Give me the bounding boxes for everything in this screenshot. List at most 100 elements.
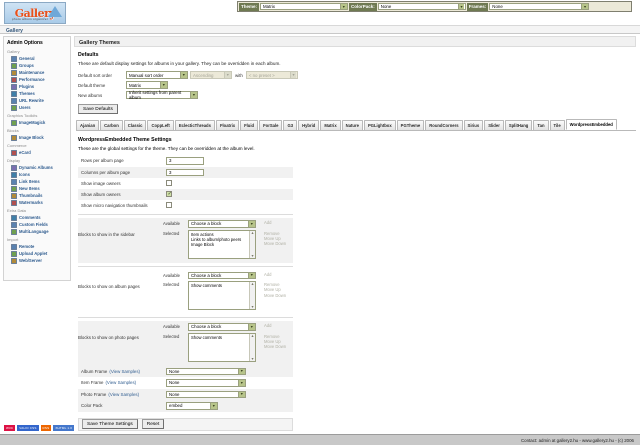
- setting-text-input[interactable]: 3: [166, 168, 204, 176]
- theme-toolbar-select[interactable]: Matrix ▼: [260, 2, 349, 11]
- default-sort-order-select[interactable]: Manual sort order ▼: [126, 71, 188, 79]
- photo-frame-select[interactable]: None ▼: [166, 390, 246, 398]
- block-action-move-up[interactable]: Move Up: [264, 287, 281, 293]
- sort-direction-select[interactable]: Ascending ▼: [190, 71, 232, 79]
- sort-preset-select[interactable]: < no preset > ▼: [245, 71, 298, 79]
- sidebar-item-imagemagick[interactable]: ImageMagick: [7, 119, 68, 126]
- available-block-select[interactable]: Choose a block ▼: [188, 323, 256, 331]
- add-block-button[interactable]: Add: [264, 323, 272, 328]
- sidebar-item-plugins[interactable]: Plugins: [7, 83, 68, 90]
- chevron-down-icon[interactable]: ▼: [190, 92, 197, 98]
- block-action-move-up[interactable]: Move Up: [264, 338, 281, 344]
- sidebar-item-comments[interactable]: Comments: [7, 214, 68, 221]
- scroll-down-icon[interactable]: ▼: [250, 253, 255, 258]
- sidebar-item-watermarks[interactable]: Watermarks: [7, 199, 68, 206]
- chevron-down-icon[interactable]: ▼: [238, 391, 245, 397]
- selected-blocks-listbox[interactable]: Show comments ▲ ▼: [188, 281, 256, 310]
- tab-matrix[interactable]: Matrix: [320, 120, 341, 130]
- save-theme-settings-button[interactable]: Save Theme Settings: [82, 419, 138, 429]
- sidebar-item-image-block[interactable]: Image Block: [7, 134, 68, 141]
- list-item[interactable]: Show comments: [191, 334, 222, 340]
- setting-checkbox[interactable]: [166, 191, 172, 197]
- tab-forsale[interactable]: ForSale: [259, 120, 283, 130]
- color-pack-select[interactable]: embed ▼: [166, 402, 218, 410]
- sidebar-item-thumbnails[interactable]: Thumbnails: [7, 192, 68, 199]
- default-theme-select[interactable]: Matrix ▼: [126, 81, 168, 89]
- block-action-move-up[interactable]: Move Up: [264, 235, 281, 241]
- scroll-up-icon[interactable]: ▲: [250, 333, 255, 338]
- chevron-down-icon[interactable]: ▼: [248, 221, 255, 227]
- chevron-down-icon[interactable]: ▼: [160, 82, 167, 88]
- sidebar-item-link-items[interactable]: Link Items: [7, 178, 68, 185]
- photo-frame-view-samples-link[interactable]: (View Samples): [108, 391, 140, 397]
- colorpack-toolbar-select[interactable]: None ▼: [377, 2, 466, 11]
- tab-eclecticthreads[interactable]: EclecticThreads: [174, 120, 215, 130]
- album-frame-select[interactable]: None ▼: [166, 367, 246, 375]
- sidebar-item-web-server[interactable]: Web/Server: [7, 257, 68, 264]
- scroll-up-icon[interactable]: ▲: [250, 230, 255, 235]
- block-action-remove[interactable]: Remove: [264, 282, 280, 287]
- sidebar-item-upload-applet[interactable]: Upload Applet: [7, 250, 68, 257]
- list-item[interactable]: Item actions: [191, 231, 214, 237]
- chevron-down-icon[interactable]: ▼: [210, 403, 217, 409]
- sidebar-item-custom-fields[interactable]: Custom Fields: [7, 221, 68, 228]
- chevron-down-icon[interactable]: ▼: [581, 3, 588, 10]
- scroll-down-icon[interactable]: ▼: [250, 305, 255, 309]
- sidebar-item-new-items[interactable]: New Items: [7, 185, 68, 192]
- save-defaults-button[interactable]: Save Defaults: [78, 104, 118, 114]
- selected-blocks-listbox[interactable]: Show comments ▲ ▼: [188, 332, 256, 362]
- reset-button[interactable]: Reset: [141, 419, 165, 429]
- breadcrumb[interactable]: Gallery: [6, 27, 23, 34]
- chevron-down-icon[interactable]: ▼: [238, 380, 245, 386]
- sidebar-item-multilanguage[interactable]: MultiLanguage: [7, 228, 68, 235]
- chevron-down-icon[interactable]: ▼: [238, 368, 245, 374]
- sidebar-item-performance[interactable]: Performance: [7, 76, 68, 83]
- block-action-remove[interactable]: Remove: [264, 333, 280, 339]
- tab-ajanian[interactable]: Ajanian: [76, 120, 100, 130]
- chevron-down-icon[interactable]: ▼: [340, 3, 347, 10]
- tab-wordpressembedded[interactable]: WordpressEmbedded: [565, 119, 617, 130]
- tab-nature[interactable]: Nature: [341, 120, 363, 130]
- new-albums-select[interactable]: Inherit settings from parent album ▼: [126, 90, 198, 100]
- sidebar-item-remote[interactable]: Remote: [7, 243, 68, 250]
- selected-blocks-listbox[interactable]: Item actions Links to album/photo peers Im…: [188, 229, 256, 259]
- available-block-select[interactable]: Choose a block ▼: [188, 220, 256, 228]
- badge-rss[interactable]: RSS: [40, 425, 52, 431]
- tab-classic[interactable]: Classic: [123, 120, 147, 130]
- item-frame-view-samples-link[interactable]: (View Samples): [105, 380, 137, 386]
- sidebar-item-dynamic-albums[interactable]: Dynamic Albums: [7, 164, 68, 171]
- badge-xhtml-1-0[interactable]: XHTML 1.0: [53, 425, 75, 431]
- block-action-move-down[interactable]: Move Down: [264, 292, 287, 298]
- tab-floatrix[interactable]: Floatrix: [215, 120, 240, 130]
- chevron-down-icon[interactable]: ▼: [180, 72, 187, 78]
- tab-fluid[interactable]: Fluid: [240, 120, 259, 130]
- item-frame-select[interactable]: None ▼: [166, 379, 246, 387]
- available-block-select[interactable]: Choose a block ▼: [188, 271, 256, 279]
- listbox-scrollbar[interactable]: ▲ ▼: [249, 282, 255, 309]
- listbox-scrollbar[interactable]: ▲ ▼: [249, 230, 255, 258]
- setting-checkbox[interactable]: [166, 180, 172, 186]
- sidebar-item-groups[interactable]: Groups: [7, 62, 68, 69]
- tab-tile[interactable]: Tile: [549, 120, 565, 130]
- tab-hybrid[interactable]: Hybrid: [298, 120, 320, 130]
- chevron-down-icon[interactable]: ▼: [289, 72, 297, 78]
- scroll-down-icon[interactable]: ▼: [250, 356, 255, 361]
- setting-checkbox[interactable]: [166, 202, 172, 208]
- badge-valid-css[interactable]: VALID CSS: [17, 425, 39, 431]
- tab-sirius[interactable]: Sirius: [463, 120, 484, 130]
- tab-slider[interactable]: Slider: [484, 120, 504, 130]
- sidebar-item-maintenance[interactable]: Maintenance: [7, 69, 68, 76]
- chevron-down-icon[interactable]: ▼: [248, 324, 255, 330]
- frames-toolbar-select[interactable]: None ▼: [489, 2, 590, 11]
- list-item[interactable]: Image Block: [191, 241, 215, 247]
- sidebar-item-themes[interactable]: Themes: [7, 90, 68, 97]
- tab-splithang[interactable]: SplitHang: [504, 120, 533, 130]
- sidebar-item-url-rewrite[interactable]: URL Rewrite: [7, 97, 68, 104]
- tab-roundcorners[interactable]: RoundCorners: [425, 120, 463, 130]
- chevron-down-icon[interactable]: ▼: [224, 72, 231, 78]
- gallery-logo[interactable]: Gallery photo album organizer: [4, 2, 66, 24]
- sidebar-item-icons[interactable]: Icons: [7, 171, 68, 178]
- chevron-down-icon[interactable]: ▼: [457, 3, 465, 10]
- list-item[interactable]: Show comments: [191, 283, 222, 288]
- tab-coppleft[interactable]: CoppLeft: [147, 120, 174, 130]
